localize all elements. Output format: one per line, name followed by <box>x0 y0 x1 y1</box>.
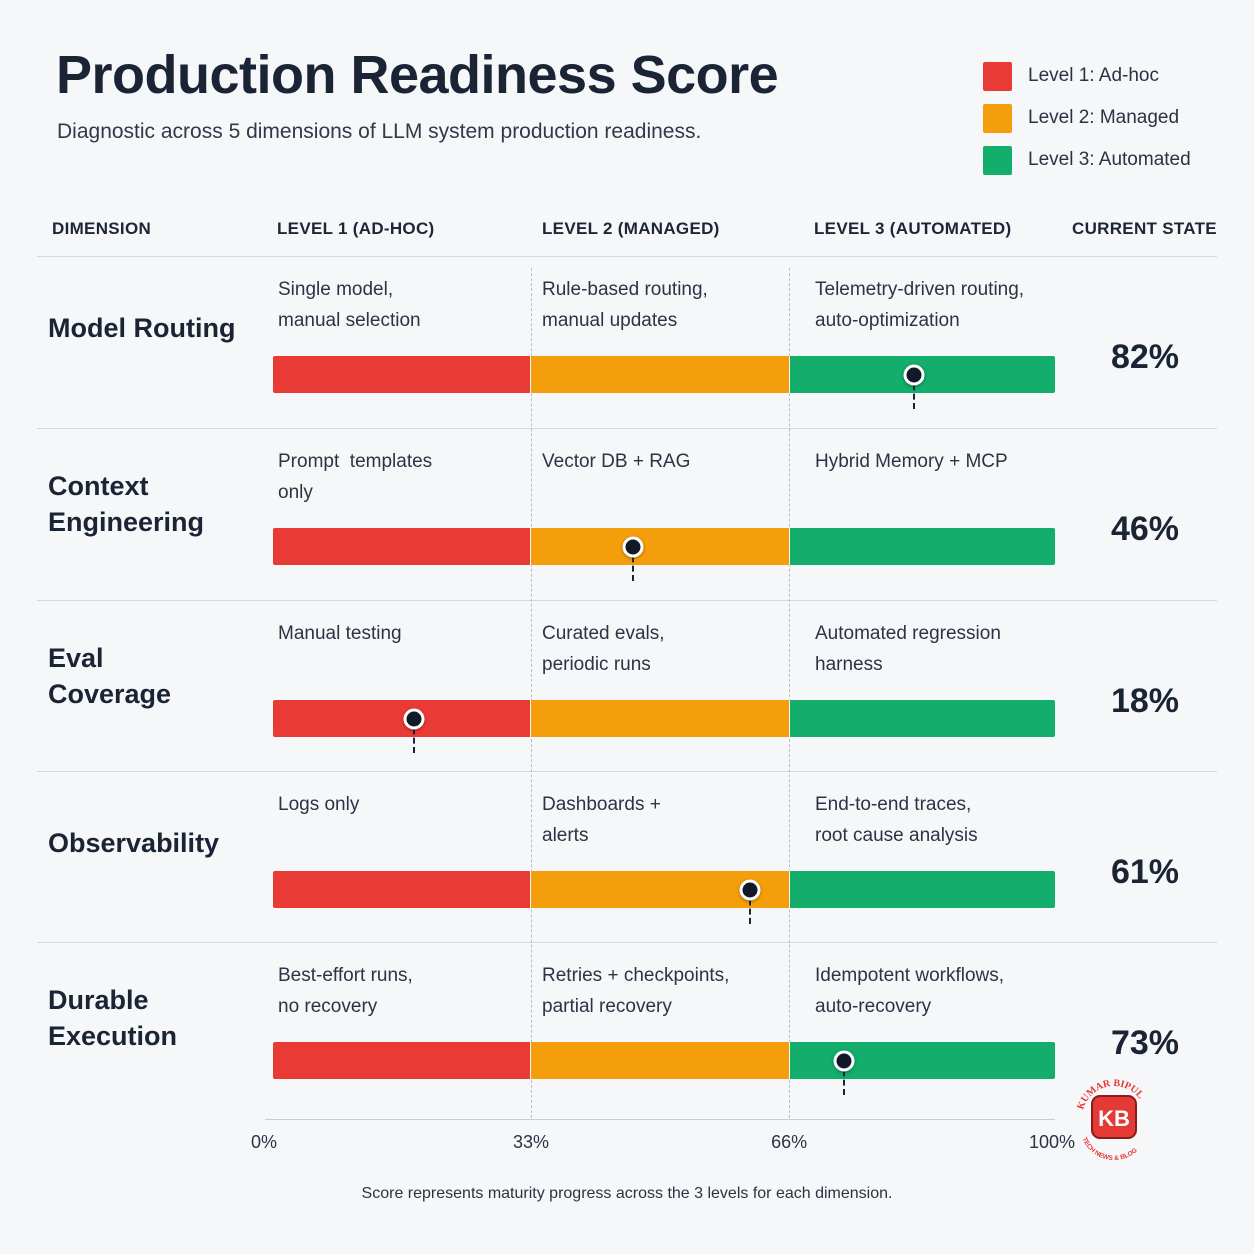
row-divider <box>37 600 1217 601</box>
chart-title: Production Readiness Score <box>56 45 779 105</box>
level-description: End-to-end traces, root cause analysis <box>815 794 978 846</box>
score-marker-stem <box>412 719 415 753</box>
maturity-bar <box>273 356 1055 393</box>
dimension-name: Durable Execution <box>48 985 178 1051</box>
bar-segment-level3 <box>788 1042 1055 1079</box>
legend-item-level1: Level 1: Ad-hoc <box>983 55 1191 97</box>
header-level2: LEVEL 2 (MANAGED) <box>542 219 720 238</box>
level-description: Dashboards + alerts <box>542 794 661 846</box>
x-axis-line <box>265 1119 1055 1120</box>
bar-segment-level2 <box>530 356 789 393</box>
level-description: Hybrid Memory + MCP <box>815 451 1008 472</box>
row-divider <box>37 771 1217 772</box>
row-divider <box>37 428 1217 429</box>
current-state-score: 73% <box>1110 1024 1180 1062</box>
bar-segment-level2 <box>530 1042 789 1079</box>
legend-item-level3: Level 3: Automated <box>983 139 1191 181</box>
row-divider <box>37 942 1217 943</box>
bar-segment-level2 <box>530 528 789 565</box>
bar-segment-level1 <box>273 1042 531 1079</box>
footnote: Score represents maturity progress acros… <box>361 1185 893 1202</box>
score-marker <box>903 364 925 386</box>
current-state-score: 61% <box>1110 853 1180 891</box>
score-marker <box>739 879 761 901</box>
x-axis-tick-label: 100% <box>1028 1132 1076 1152</box>
level-description: Retries + checkpoints, partial recovery <box>542 965 730 1017</box>
current-state-score: 82% <box>1110 338 1180 376</box>
legend-label-level2: Level 2: Managed <box>1028 107 1180 128</box>
bar-segment-level3 <box>788 700 1055 737</box>
chart-subtitle: Diagnostic across 5 dimensions of LLM sy… <box>57 120 702 143</box>
score-marker <box>622 536 644 558</box>
level-description: Curated evals, periodic runs <box>542 623 665 675</box>
level-description: Automated regression harness <box>815 623 1001 675</box>
maturity-bar <box>273 700 1055 737</box>
level-description: Best-effort runs, no recovery <box>278 965 413 1017</box>
bar-segment-level1 <box>273 700 531 737</box>
bar-segment-level3 <box>788 871 1055 908</box>
dimension-name: Observability <box>48 828 220 858</box>
header-dimension: DIMENSION <box>52 219 152 238</box>
score-marker-stem <box>631 547 634 581</box>
legend-swatch-level1 <box>983 61 1012 91</box>
maturity-bar <box>273 1042 1055 1079</box>
bar-segment-level1 <box>273 871 531 908</box>
maturity-bar <box>273 871 1055 908</box>
maturity-bar <box>273 528 1055 565</box>
score-marker <box>403 708 425 730</box>
level-description: Vector DB + RAG <box>542 451 691 472</box>
score-marker-stem <box>749 890 752 924</box>
level-description: Manual testing <box>278 623 402 644</box>
current-state-score: 46% <box>1110 510 1180 548</box>
level-boundary-line <box>789 268 791 1118</box>
score-marker <box>833 1050 855 1072</box>
x-axis-tick-label: 0% <box>250 1132 278 1152</box>
legend-item-level2: Level 2: Managed <box>983 97 1191 139</box>
current-state-score: 18% <box>1110 682 1180 720</box>
header-current-state: CURRENT STATE <box>1072 219 1217 238</box>
level-description: Single model, manual selection <box>278 279 421 331</box>
svg-text:KB: KB <box>1098 1106 1130 1131</box>
level-boundary-line <box>531 268 533 1118</box>
legend-label-level1: Level 1: Ad-hoc <box>1028 65 1159 86</box>
watermark-logo: KUMAR BIPUL KB TECH NEWS & BLOG <box>1075 1078 1146 1162</box>
x-axis-tick-label: 66% <box>771 1132 808 1152</box>
legend-swatch-level2 <box>983 103 1012 133</box>
level-description: Telemetry-driven routing, auto-optimizati… <box>815 279 1025 331</box>
header-level1: LEVEL 1 (AD-HOC) <box>277 219 435 238</box>
x-axis-tick-label: 33% <box>513 1132 550 1152</box>
dimension-name: Eval Coverage <box>48 643 172 709</box>
level-description: Idempotent workflows, auto-recovery <box>815 965 1005 1017</box>
svg-text:TECH NEWS & BLOG: TECH NEWS & BLOG <box>1081 1136 1139 1162</box>
header-level3: LEVEL 3 (AUTOMATED) <box>814 219 1012 238</box>
legend-swatch-level3 <box>983 145 1012 175</box>
level-description: Logs only <box>278 794 360 815</box>
bar-segment-level1 <box>273 528 531 565</box>
dimension-name: Model Routing <box>48 313 236 343</box>
bar-segment-level2 <box>530 700 789 737</box>
score-marker-stem <box>913 375 916 409</box>
score-marker-stem <box>842 1061 845 1095</box>
legend-label-level3: Level 3: Automated <box>1028 149 1191 170</box>
bar-segment-level3 <box>788 528 1055 565</box>
legend: Level 1: Ad-hoc Level 2: Managed Level 3… <box>983 55 1191 181</box>
dimension-name: Context Engineering <box>48 471 205 537</box>
bar-segment-level1 <box>273 356 531 393</box>
row-divider <box>37 256 1217 257</box>
level-description: Rule-based routing, manual updates <box>542 279 708 331</box>
level-description: Prompt templates only <box>278 451 433 503</box>
